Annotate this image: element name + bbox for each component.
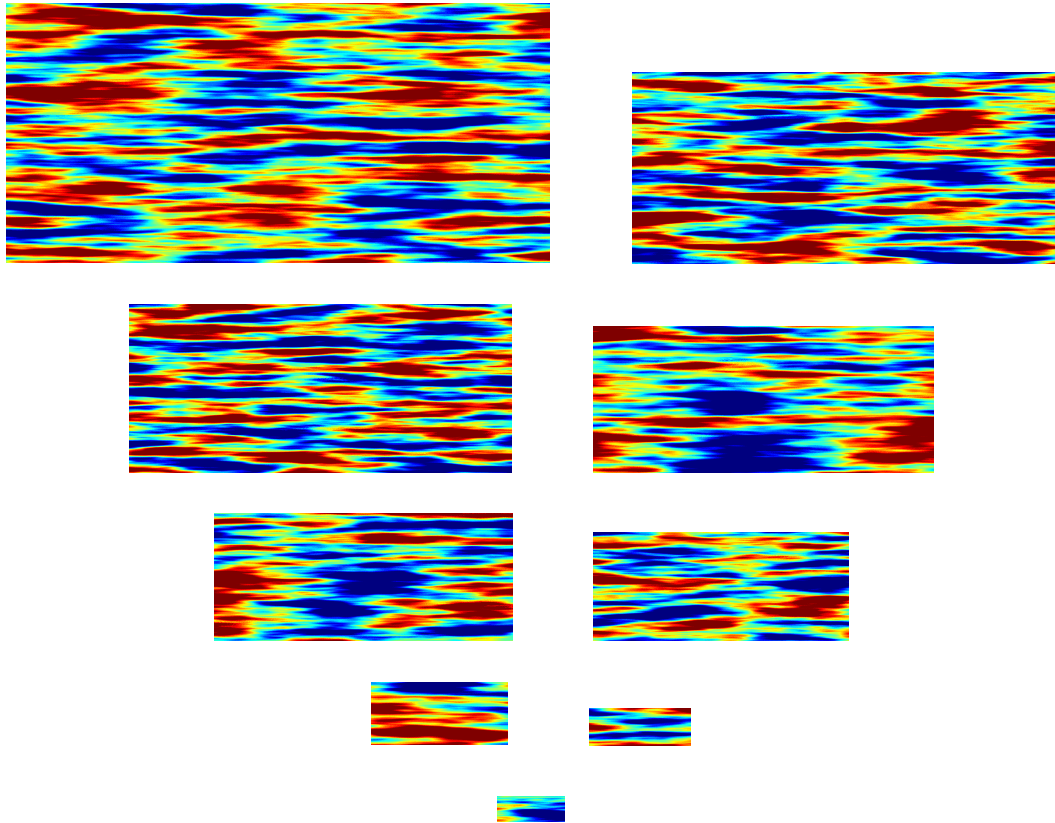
field-panel bbox=[589, 708, 691, 746]
field-panel bbox=[6, 3, 550, 263]
field-panel bbox=[632, 72, 1055, 264]
field-panel bbox=[129, 304, 512, 473]
field-panel bbox=[214, 513, 513, 641]
field-panel bbox=[497, 796, 565, 822]
field-panel bbox=[593, 532, 849, 641]
field-panel bbox=[371, 682, 508, 745]
field-panel bbox=[593, 326, 934, 473]
